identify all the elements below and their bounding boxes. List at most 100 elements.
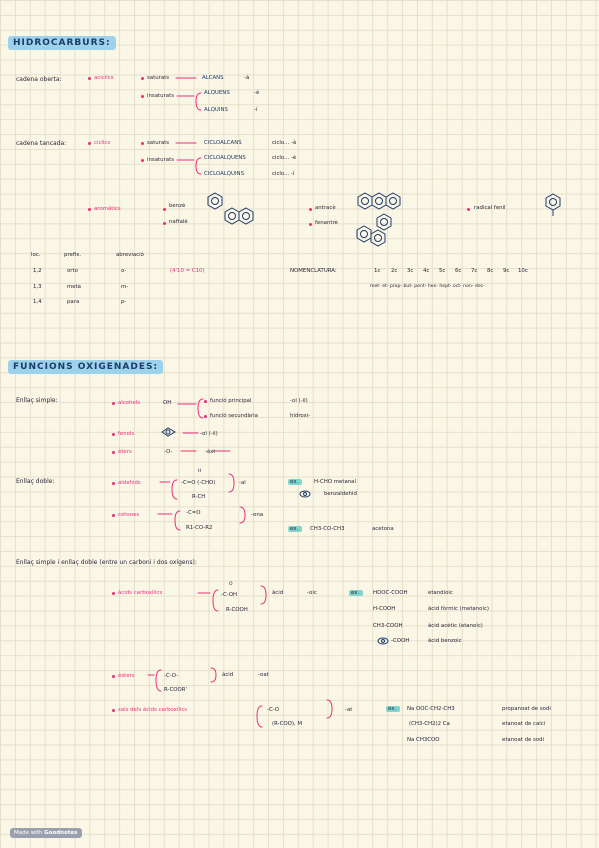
eters-suffix: -èxi — [205, 449, 215, 455]
subst-cell: o- — [121, 268, 127, 274]
bullet-dot — [112, 402, 115, 405]
enllac-doble-label: Enllaç doble: — [16, 478, 55, 485]
oh-group: OH — [163, 400, 172, 406]
alquins-suffix: -í — [254, 107, 258, 113]
alcans-label: ALCANS — [202, 75, 224, 81]
benzaldehyde-ring-icon — [299, 490, 311, 498]
benzene-ring-icon — [207, 192, 223, 210]
bullet-dot — [204, 400, 207, 403]
acid-example-formula: H-COOH — [373, 606, 396, 612]
subst-header-loc: loc. — [31, 252, 41, 258]
example-label: ex. — [290, 479, 299, 485]
badge-prefix: Made with — [14, 830, 43, 836]
example-highlight — [349, 590, 363, 596]
bullet-dot — [141, 95, 144, 98]
naphthalene-icon — [224, 207, 254, 225]
bullet-dot — [112, 433, 115, 436]
funcio-secundaria-label: funció secundària — [210, 413, 258, 419]
bullet-dot — [163, 208, 166, 211]
bullet-dot — [88, 208, 91, 211]
bracket-acids-right — [260, 585, 267, 605]
subst-header-abrev: abreviació — [116, 252, 144, 258]
ester-name: àcid — [222, 672, 234, 678]
example-highlight — [386, 706, 400, 712]
nomenclatura-label: NOMENCLATURA: — [290, 268, 337, 274]
funcio-principal-label: funció principal — [210, 398, 252, 404]
acid-example-name: àcid fòrmic (metanoic) — [428, 606, 490, 612]
example-label: ex. — [290, 526, 299, 532]
bullet-dot — [112, 709, 115, 712]
aldehid-formula-r: R-CH — [192, 494, 206, 500]
radical-fenil-label: radical fenil — [474, 205, 506, 211]
bullet-dot — [141, 77, 144, 80]
bracket-aldehids-right — [228, 473, 235, 493]
sal-example-name: propanoat de sodi — [502, 706, 551, 712]
aldehids-label: aldehids — [118, 480, 141, 486]
ester-formula-r: R-COOR' — [164, 687, 187, 693]
sal-suffix: -at — [345, 707, 353, 713]
alquens-suffix: -è — [254, 90, 260, 96]
nomen-num: 7c — [471, 268, 478, 274]
phenyl-radical-icon — [545, 193, 561, 216]
nomen-num: 2c — [391, 268, 398, 274]
example-highlight — [288, 479, 302, 485]
anthracene-icon — [357, 192, 401, 210]
acid-example-name: àcid benzoic — [428, 638, 462, 644]
nomen-num: 4c — [423, 268, 430, 274]
bracket-cetones — [174, 510, 181, 531]
enllac-combo-label: Enllaç simple i enllaç doble (entre un c… — [16, 559, 197, 566]
fenols-label: fenols — [118, 431, 135, 437]
cicloalcans-suffix: ciclo... -à — [272, 140, 297, 146]
bullet-dot — [112, 514, 115, 517]
acid-example-name: etandioic — [428, 590, 453, 596]
saturats-label: saturats — [147, 140, 170, 146]
sal-example-formula: Na CH3COO — [407, 737, 440, 743]
acids-label: àcids carboxílics — [118, 590, 163, 596]
aldehid-formula: -C=O (-CHO) — [181, 480, 216, 486]
acid-example-formula: CH3-COOH — [373, 623, 403, 629]
bullet-dot — [112, 592, 115, 595]
ciclics-label: ciclics — [94, 140, 111, 146]
subst-header-prefix: prefix. — [64, 252, 82, 258]
bullet-dot — [112, 451, 115, 454]
acid-suffix: -oic — [307, 590, 317, 596]
acid-example-name: àcid acètic (etanoic) — [428, 623, 483, 629]
bullet-dot — [112, 675, 115, 678]
cicloalquens-suffix: ciclo... -è — [272, 155, 297, 161]
bullet-dot — [163, 222, 166, 225]
aldehid-example-1: H-CHO metanal — [314, 479, 356, 485]
nomen-num: 5c — [439, 268, 446, 274]
bracket-aldehids — [171, 479, 178, 500]
bracket-acids — [212, 589, 219, 612]
fenantre-label: fenantrè — [315, 220, 338, 226]
ester-formula: -C-O- — [164, 673, 179, 679]
phenol-ring-icon — [161, 427, 177, 437]
cadena-oberta-label: cadena oberta: — [16, 76, 62, 83]
bracket-sals — [256, 705, 263, 728]
aldehid-suffix: -al — [239, 480, 246, 486]
aldehid-example-2: benzaldehid — [324, 491, 357, 497]
example-label: ex. — [351, 590, 360, 596]
nomen-num: 1c — [374, 268, 381, 274]
cetona-example: CH3-CO-CH3 — [310, 526, 345, 532]
sals-label: sals dels àcids carboxílics — [118, 707, 188, 713]
bracket-esters-right — [210, 667, 217, 683]
sal-formula: -C-O — [267, 707, 280, 713]
nomen-num: 6c — [455, 268, 462, 274]
ester-suffix: -oat — [258, 672, 269, 678]
subst-cell: p- — [121, 299, 127, 305]
aciclics-label: aciclics — [94, 75, 114, 81]
cetones-label: cetones — [118, 512, 140, 518]
cetona-suffix: -ona — [251, 512, 264, 518]
alquins-label: ALQUINS — [204, 107, 228, 113]
bracket-esters — [155, 669, 162, 692]
subst-note: (4'10 = C10) — [170, 268, 205, 274]
bullet-dot — [309, 208, 312, 211]
bullet-dot — [467, 208, 470, 211]
section-title-hidrocarburs: HIDROCARBURS: — [8, 36, 116, 50]
bullet-dot — [112, 482, 115, 485]
bullet-dot — [88, 142, 91, 145]
sal-example-formula: (CH3-CH2)2 Ca — [409, 721, 450, 727]
cetona-example-name: acetona — [372, 526, 394, 532]
cicloalcans-label: CICLOALCANS — [204, 140, 242, 146]
